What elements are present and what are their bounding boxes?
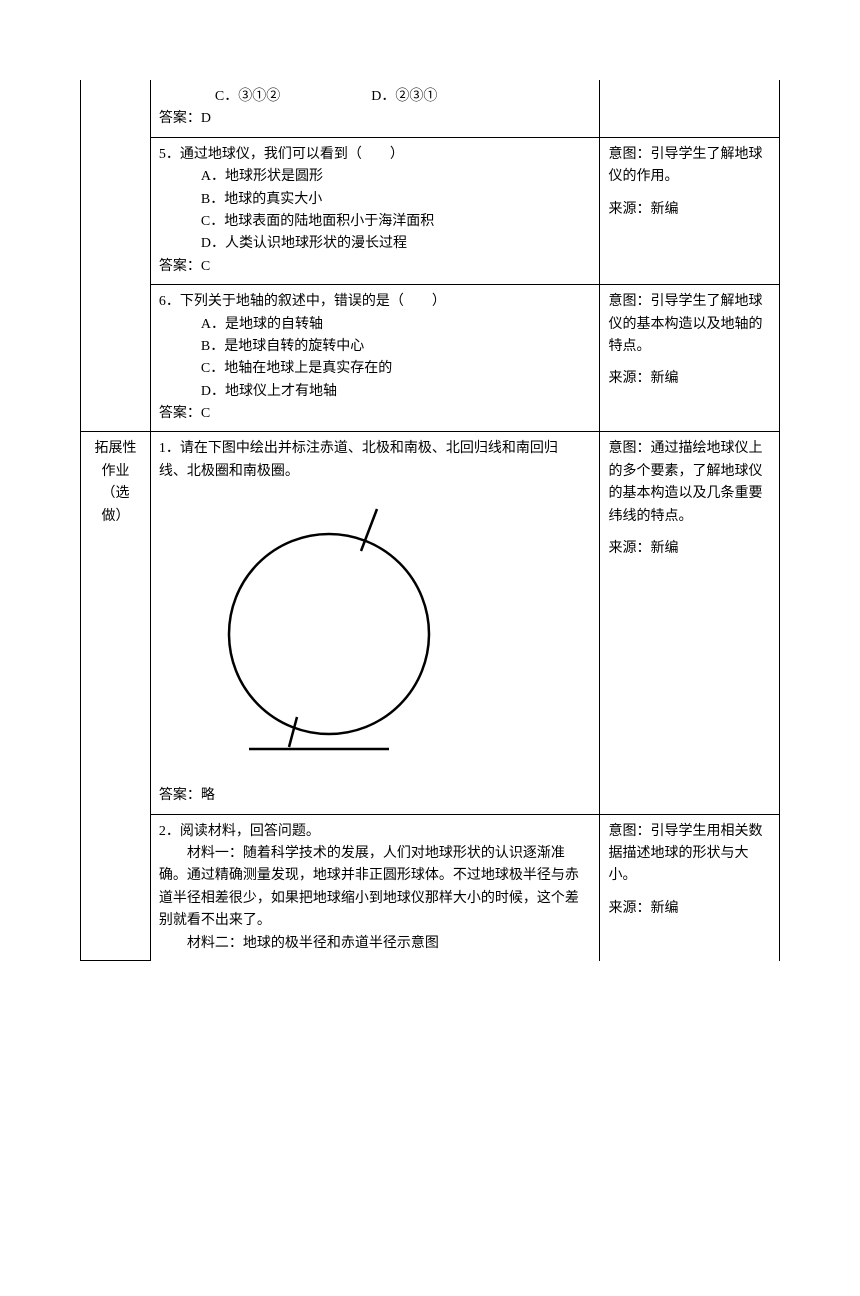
intent: 意图：引导学生了解地球仪的基本构造以及地轴的特点。 (608, 294, 762, 354)
answer-value: 略 (201, 788, 215, 803)
q5-opt-d: D．人类认识地球形状的漫长过程 (159, 233, 592, 255)
q5-stem: 5．通过地球仪，我们可以看到（ ） (159, 147, 404, 162)
ext2-p2: 材料二：地球的极半径和赤道半径示意图 (159, 933, 592, 955)
section1-label-cell (81, 80, 151, 432)
globe-circle-icon (229, 534, 429, 734)
table-row: 5．通过地球仪，我们可以看到（ ） A．地球形状是圆形 B．地球的真实大小 C．… (81, 137, 780, 284)
table-row: C．③①② D．②③① 答案：D (81, 80, 780, 137)
q6-opt-d: D．地球仪上才有地轴 (159, 381, 592, 403)
ext2-p1: 材料一：随着科学技术的发展，人们对地球形状的认识逐渐准确。通过精确测量发现，地球… (159, 843, 592, 933)
ext2-stem: 2．阅读材料，回答问题。 (159, 824, 320, 839)
intent: 意图：引导学生用相关数据描述地球的形状与大小。 (608, 824, 762, 884)
intent: 意图：引导学生了解地球仪的作用。 (608, 147, 762, 184)
ext1-stem-l2: 线、北极圈和南极圈。 (159, 464, 299, 479)
q5-meta: 意图：引导学生了解地球仪的作用。 来源：新编 (600, 137, 780, 284)
option-c: C．③①② (215, 89, 280, 104)
globe-svg (189, 489, 469, 779)
q6-opt-b: B．是地球自转的旋转中心 (159, 336, 592, 358)
answer-value: D (201, 111, 211, 126)
worksheet-table: C．③①② D．②③① 答案：D 5．通过地球仪，我们可以看到（ ） A．地球形… (80, 80, 780, 961)
table-row: 拓展性 作业 （选 做） 1．请在下图中绘出并标注赤道、北极和南极、北回归线和南… (81, 432, 780, 814)
q-prev-meta (600, 80, 780, 137)
source: 来源：新编 (608, 371, 678, 386)
globe-axis-bottom-icon (289, 717, 297, 747)
ext1-answer: 答案：略 (159, 788, 215, 803)
option-d: D．②③① (371, 89, 437, 104)
ext2-meta: 意图：引导学生用相关数据描述地球的形状与大小。 来源：新编 (600, 814, 780, 961)
q6-answer: 答案：C (159, 406, 210, 421)
globe-diagram (189, 489, 469, 779)
source: 来源：新编 (608, 202, 678, 217)
q5-answer: 答案：C (159, 259, 210, 274)
answer-label: 答案： (159, 111, 201, 126)
table-row: 6．下列关于地轴的叙述中，错误的是（ ） A．是地球的自转轴 B．是地球自转的旋… (81, 285, 780, 432)
ext1-cell: 1．请在下图中绘出并标注赤道、北极和南极、北回归线和南回归 线、北极圈和南极圈。… (150, 432, 600, 814)
answer-value: C (201, 259, 210, 274)
section-label: 作业 (101, 464, 129, 479)
section-label: 拓展性 (94, 441, 136, 456)
q5-opt-c: C．地球表面的陆地面积小于海洋面积 (159, 211, 592, 233)
q6-opt-c: C．地轴在地球上是真实存在的 (159, 358, 592, 380)
q6-stem: 6．下列关于地轴的叙述中，错误的是（ ） (159, 294, 446, 309)
section-label: 做） (101, 509, 129, 524)
q5-opt-b: B．地球的真实大小 (159, 189, 592, 211)
answer-label: 答案： (159, 788, 201, 803)
answer-value: C (201, 406, 210, 421)
source: 来源：新编 (608, 901, 678, 916)
q5-opt-a: A．地球形状是圆形 (159, 166, 592, 188)
q6-meta: 意图：引导学生了解地球仪的基本构造以及地轴的特点。 来源：新编 (600, 285, 780, 432)
source: 来源：新编 (608, 541, 678, 556)
intent: 意图：通过描绘地球仪上的多个要素，了解地球仪的基本构造以及几条重要纬线的特点。 (608, 441, 762, 523)
section2-label-cell: 拓展性 作业 （选 做） (81, 432, 151, 961)
ext1-meta: 意图：通过描绘地球仪上的多个要素，了解地球仪的基本构造以及几条重要纬线的特点。 … (600, 432, 780, 814)
section-label: （选 (101, 486, 129, 501)
answer-label: 答案： (159, 259, 201, 274)
answer-label: 答案： (159, 406, 201, 421)
q-prev-options: C．③①② D．②③① (159, 86, 592, 108)
answer-line: 答案：D (159, 111, 211, 126)
table-row: 2．阅读材料，回答问题。 材料一：随着科学技术的发展，人们对地球形状的认识逐渐准… (81, 814, 780, 961)
ext1-stem-l1: 1．请在下图中绘出并标注赤道、北极和南极、北回归线和南回归 (159, 441, 558, 456)
q6-opt-a: A．是地球的自转轴 (159, 314, 592, 336)
ext2-cell: 2．阅读材料，回答问题。 材料一：随着科学技术的发展，人们对地球形状的认识逐渐准… (150, 814, 600, 961)
q-prev-cell: C．③①② D．②③① 答案：D (150, 80, 600, 137)
q6-cell: 6．下列关于地轴的叙述中，错误的是（ ） A．是地球的自转轴 B．是地球自转的旋… (150, 285, 600, 432)
page-root: C．③①② D．②③① 答案：D 5．通过地球仪，我们可以看到（ ） A．地球形… (0, 80, 860, 1296)
q5-cell: 5．通过地球仪，我们可以看到（ ） A．地球形状是圆形 B．地球的真实大小 C．… (150, 137, 600, 284)
